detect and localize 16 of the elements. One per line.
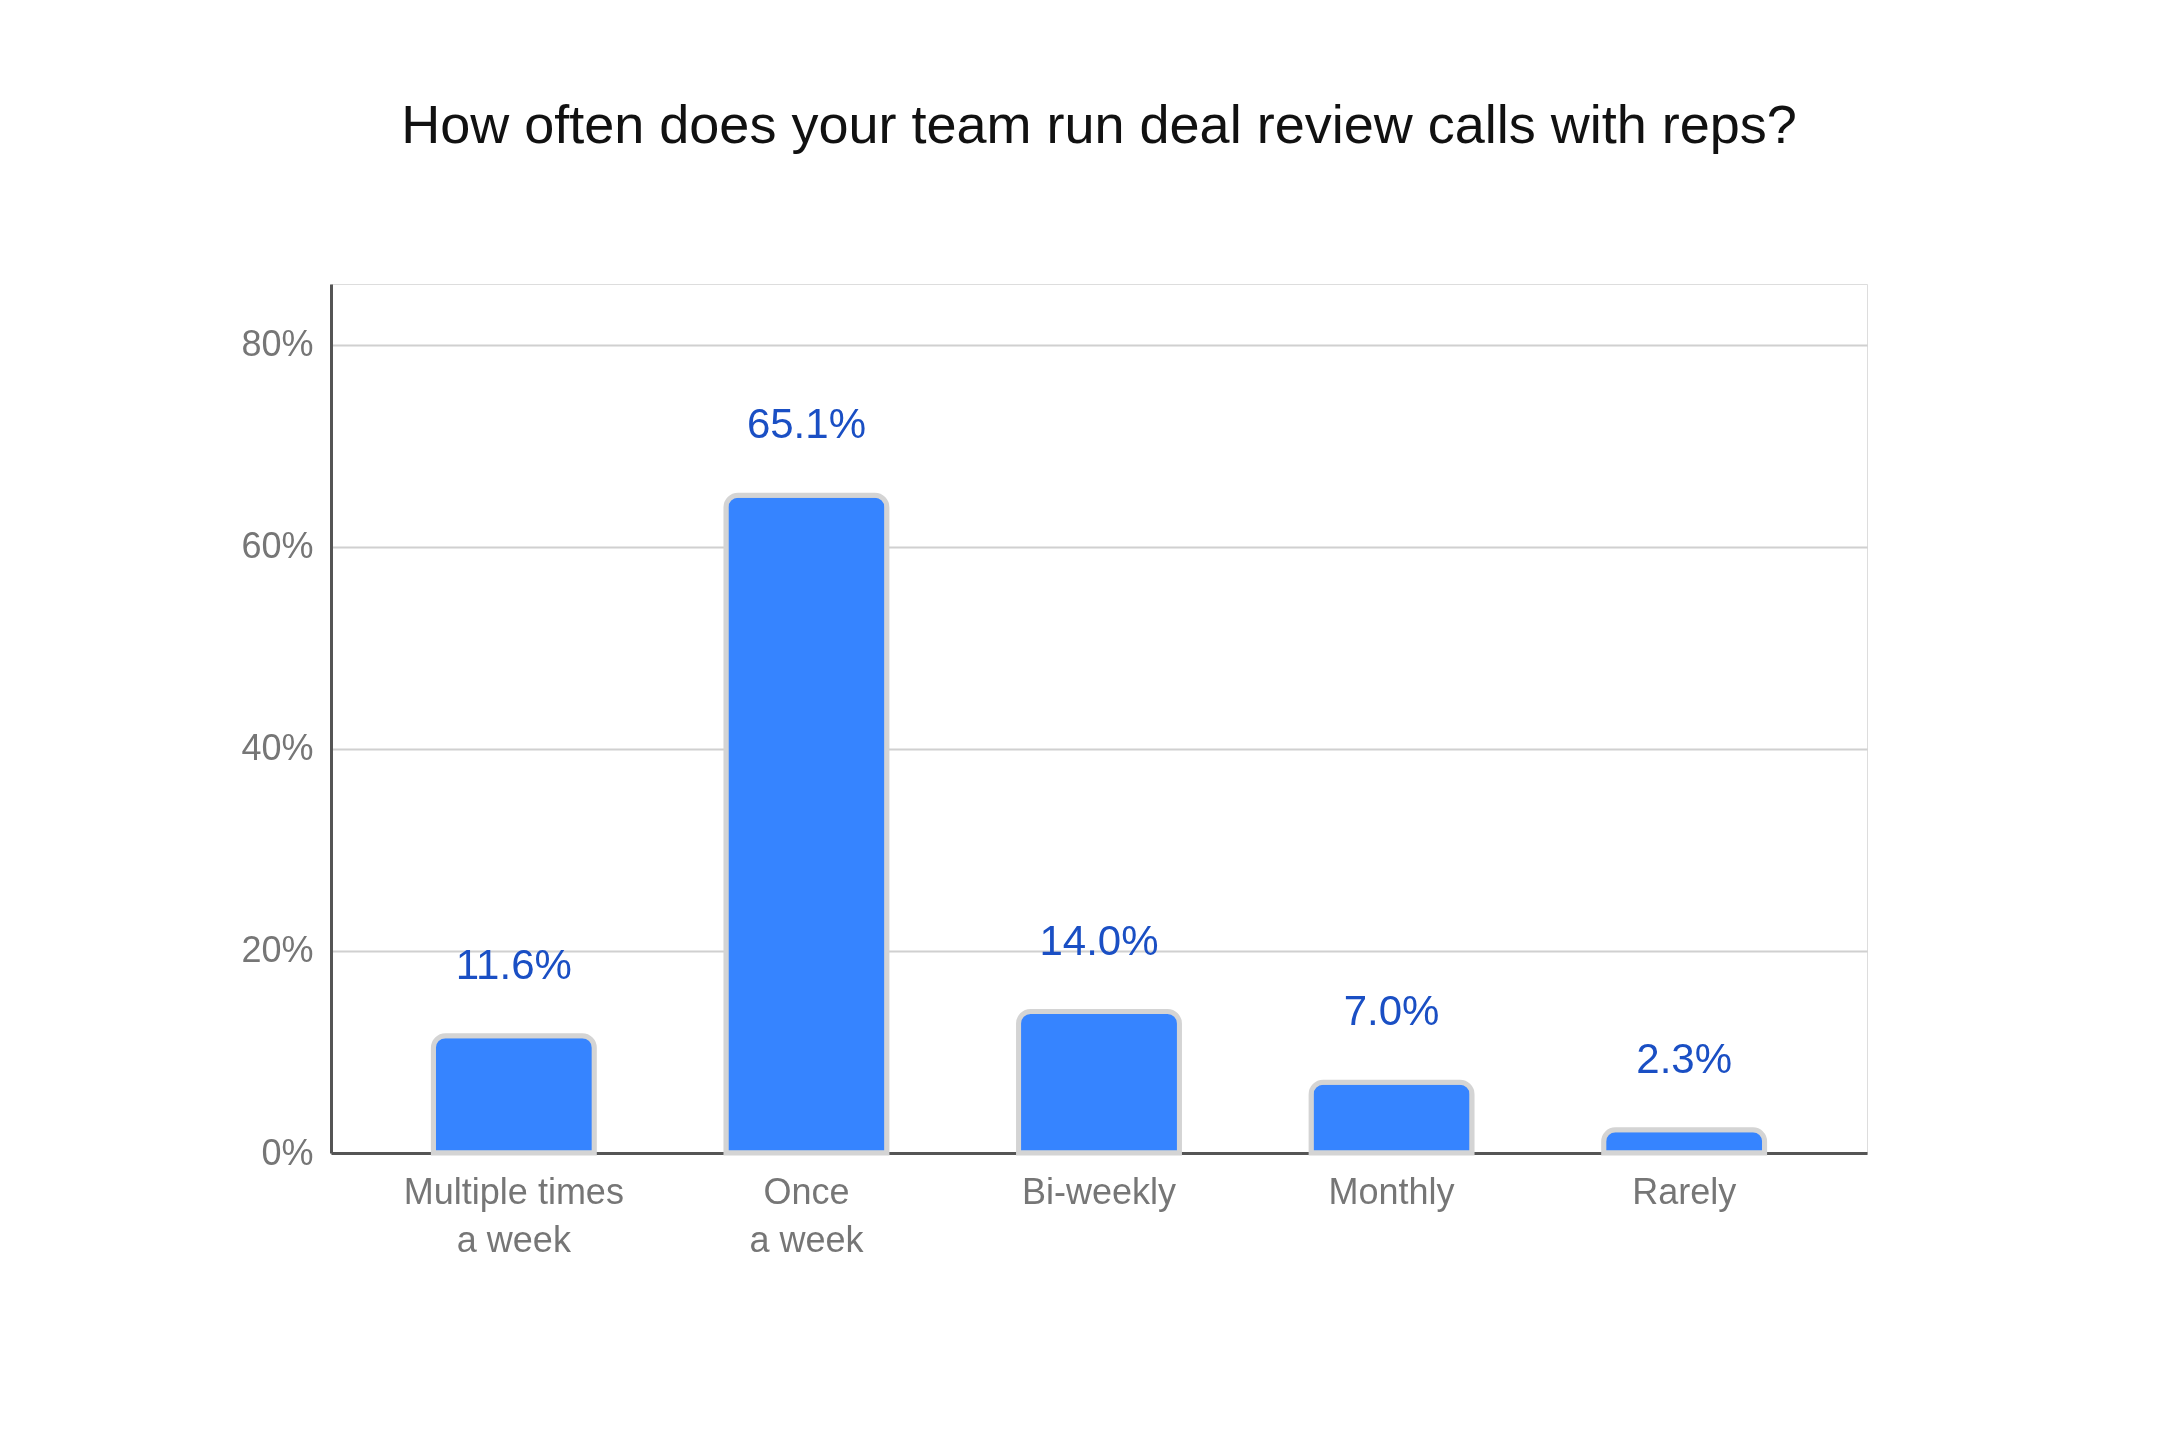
data-label: 11.6% <box>455 940 572 988</box>
x-tick-label: Multiple times a week <box>403 1170 624 1260</box>
y-tick-label: 80% <box>241 323 314 365</box>
chart-title: How often does your team run deal review calls with reps? <box>401 94 1797 154</box>
data-label: 65.1% <box>746 400 866 448</box>
y-tick-label: 20% <box>241 929 314 971</box>
x-tick-label: Monthly <box>1328 1170 1455 1212</box>
x-tick-label: Bi-weekly <box>1021 1170 1177 1212</box>
data-label: 2.3% <box>1636 1034 1733 1082</box>
y-tick-label: 40% <box>241 727 314 769</box>
x-tick-label: Once a week <box>749 1170 865 1260</box>
data-label: 14.0% <box>1039 916 1159 964</box>
x-tick-label: Rarely <box>1632 1170 1737 1212</box>
data-label: 7.0% <box>1343 987 1440 1035</box>
y-tick-label: 0% <box>261 1131 314 1173</box>
y-tick-label: 60% <box>241 525 314 567</box>
